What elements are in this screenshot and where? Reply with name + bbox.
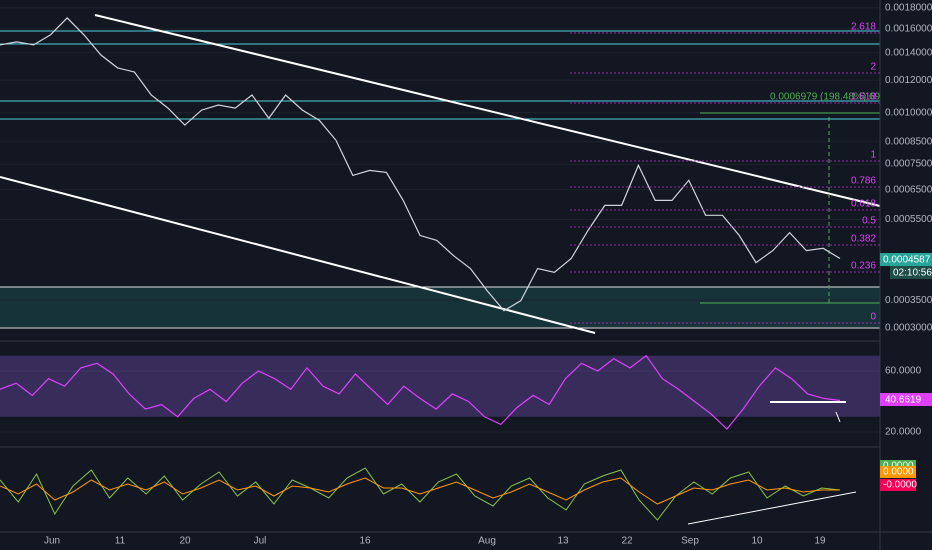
data-line bbox=[0, 17, 841, 312]
zone bbox=[0, 287, 880, 328]
rsi-arrow bbox=[835, 411, 841, 423]
fib-label: 2.618 bbox=[851, 22, 876, 33]
data-line bbox=[0, 477, 840, 505]
x-tick-label: Jul bbox=[254, 536, 267, 547]
fib-label: 0 bbox=[870, 312, 876, 323]
y-tick-label: 0.0005500 bbox=[885, 214, 932, 225]
x-tick-label: Jun bbox=[44, 536, 60, 547]
x-tick-label: 13 bbox=[557, 536, 569, 547]
y-tick-label: 0.0016000 bbox=[885, 23, 932, 34]
y-tick-label: 0.0008500 bbox=[885, 136, 932, 147]
x-tick-label: Aug bbox=[478, 536, 496, 547]
fib-label: 1.618 bbox=[851, 92, 876, 103]
y-tick-label: 20.0000 bbox=[885, 427, 922, 438]
fib-label: 0.382 bbox=[851, 234, 876, 245]
x-tick-label: 22 bbox=[621, 536, 633, 547]
fib-label: 0.786 bbox=[851, 176, 876, 187]
y-tick-label: 0.0003500 bbox=[885, 295, 932, 306]
measure-label: 0.0006979 (198.48%) 69 bbox=[770, 92, 881, 103]
trend-line bbox=[94, 14, 881, 207]
countdown: 02:10:56 bbox=[893, 268, 932, 279]
fib-label: 0.236 bbox=[851, 261, 876, 272]
current-price: 0.0004587 bbox=[883, 255, 931, 266]
fib-label: 1 bbox=[870, 150, 876, 161]
trend-line bbox=[0, 176, 596, 334]
y-tick-label: 0.0010000 bbox=[885, 107, 932, 118]
data-line bbox=[0, 467, 841, 521]
y-tick-label: 0.0018000 bbox=[885, 2, 932, 13]
x-tick-label: 20 bbox=[179, 536, 191, 547]
rsi-current: 40.6619 bbox=[885, 395, 922, 406]
fib-label: 0.5 bbox=[862, 216, 876, 227]
rsi-tag bbox=[880, 393, 932, 406]
x-tick-label: 11 bbox=[115, 536, 126, 547]
y-tick-label: 0.0012000 bbox=[885, 75, 932, 86]
osc-trend bbox=[687, 491, 857, 525]
x-tick-label: 10 bbox=[751, 536, 763, 547]
fib-label: 0.618 bbox=[851, 199, 876, 210]
price-tag bbox=[880, 253, 932, 266]
rsi-band bbox=[0, 355, 880, 417]
x-tick-label: 19 bbox=[814, 536, 826, 547]
data-line bbox=[0, 354, 841, 430]
y-tick-label: 60.0000 bbox=[885, 366, 922, 377]
fib-label: 2 bbox=[870, 62, 876, 73]
osc-label: 0.0000 bbox=[883, 467, 914, 478]
y-tick-label: 0.0003000 bbox=[885, 322, 932, 333]
osc-tag bbox=[880, 466, 916, 478]
countdown-tag bbox=[890, 266, 932, 279]
y-tick-label: 0.0007500 bbox=[885, 159, 932, 170]
y-tick-label: 0.0006500 bbox=[885, 184, 932, 195]
x-tick-label: 16 bbox=[359, 536, 371, 547]
osc-tag bbox=[880, 479, 916, 491]
osc-label: -0.0000 bbox=[883, 480, 917, 491]
y-tick-label: 0.0014000 bbox=[885, 47, 932, 58]
x-tick-label: Sep bbox=[681, 536, 699, 547]
